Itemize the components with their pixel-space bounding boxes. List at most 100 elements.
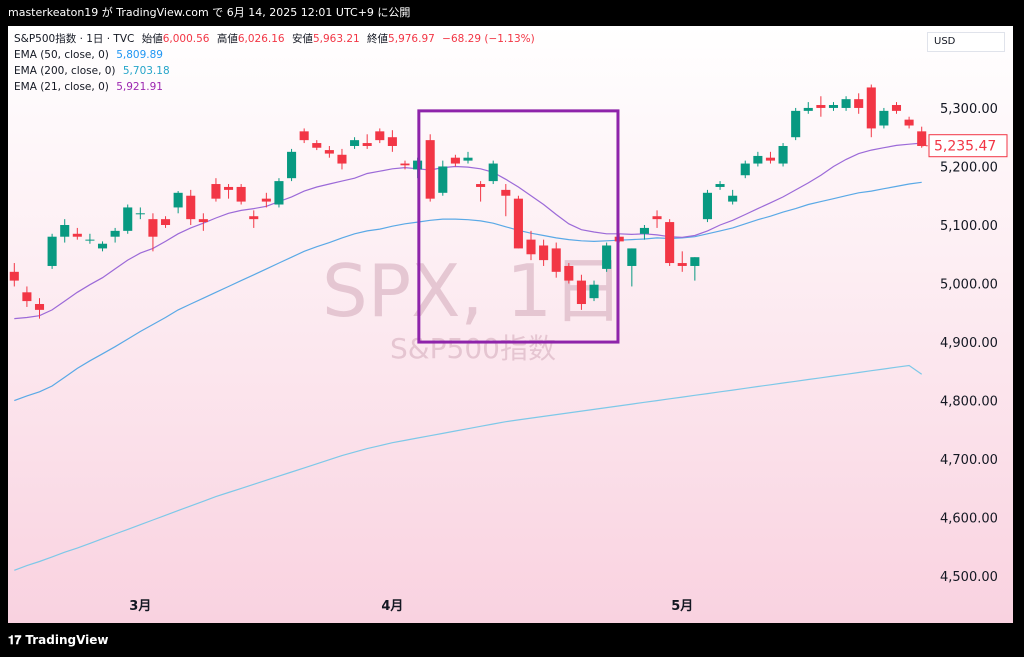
ema50-line	[14, 181, 922, 402]
candle-body	[589, 284, 599, 299]
candle-body	[488, 163, 498, 182]
ema50-label: EMA (50, close, 0)	[14, 49, 109, 61]
ema21-legend-row[interactable]: EMA (21, close, 0) 5,921.91	[14, 79, 535, 95]
candle-body	[350, 140, 360, 146]
last-price-box	[928, 134, 1008, 158]
ema21-label: EMA (21, close, 0)	[14, 81, 109, 93]
candle-body	[866, 87, 876, 129]
candle-body	[564, 265, 574, 281]
candle-body	[854, 99, 864, 108]
candle-body	[463, 157, 473, 161]
candle-body	[60, 225, 70, 237]
close-label: 終値	[367, 33, 389, 45]
candle-body	[34, 304, 45, 310]
candle-body	[715, 184, 725, 187]
candle-body	[639, 227, 649, 234]
x-tick-label: 4月	[381, 599, 403, 614]
last-price-label: 5,235.47	[934, 139, 996, 155]
watermark-subtitle: S&P500指数	[390, 332, 556, 365]
currency-selector[interactable]: USD	[927, 32, 1005, 52]
candle-body	[665, 222, 675, 264]
candle-body	[803, 107, 813, 111]
candle-body	[324, 150, 334, 154]
candle-body	[110, 230, 120, 237]
candle-body	[135, 213, 145, 215]
y-tick-label: 5,200.00	[940, 160, 998, 175]
candle-body	[753, 155, 763, 164]
candle-body	[602, 245, 612, 269]
ema50-value: 5,809.89	[116, 49, 163, 61]
chart-frame[interactable]: SPX, 1日 S&P500指数 4,500.00 4,600.00 4,700.00 4…	[8, 26, 1013, 623]
candle-body	[539, 245, 549, 261]
candle-body	[841, 99, 851, 108]
candle-body	[186, 195, 196, 220]
y-tick-label: 5,300.00	[940, 102, 998, 117]
watermark-title: SPX, 1日	[322, 249, 624, 333]
y-tick-label: 4,600.00	[940, 512, 998, 527]
candle-body	[160, 219, 171, 225]
candle-body	[891, 105, 902, 111]
candle-body	[438, 166, 448, 193]
ema50-legend-row[interactable]: EMA (50, close, 0) 5,809.89	[14, 47, 535, 63]
candle-body	[224, 186, 234, 190]
candle-body	[879, 110, 889, 126]
high-label: 高値	[216, 33, 238, 45]
candle-body	[740, 163, 750, 176]
candle-body	[249, 216, 259, 220]
price-chart[interactable]: SPX, 1日S&P500指数 4,500.00 4,600.00 4,700.00 4…	[8, 26, 1013, 623]
open-label: 始値	[141, 33, 163, 45]
footer-brand: TradingView	[25, 633, 109, 647]
candle-body	[551, 248, 561, 272]
ema200-line	[14, 364, 923, 571]
candle-body	[287, 151, 297, 179]
open-value: 6,000.56	[162, 33, 210, 45]
y-tick-label: 4,700.00	[940, 453, 998, 468]
footer-branding: 𝟏𝟕 TradingView	[8, 630, 109, 650]
candle-body	[765, 157, 776, 161]
tradingview-logo-icon: 𝟏𝟕	[8, 633, 22, 647]
candle-body	[362, 143, 372, 146]
candle-body	[211, 184, 221, 199]
candle-body	[47, 236, 57, 266]
close-value: 5,976.97	[388, 33, 435, 45]
candle-body	[476, 184, 486, 187]
candle-body	[261, 198, 271, 202]
candle-body	[513, 198, 523, 249]
candle-body	[778, 145, 788, 164]
candle-body	[299, 131, 309, 141]
candle-body	[526, 239, 536, 255]
highlight-box	[417, 109, 620, 344]
candle-body	[274, 181, 284, 205]
ema21-line	[14, 142, 922, 320]
y-tick-label: 4,900.00	[940, 336, 998, 351]
candle-body	[627, 248, 637, 266]
candle-body	[791, 110, 801, 138]
ema200-value: 5,703.18	[122, 65, 170, 77]
candle-body	[652, 216, 662, 220]
y-tick-label: 5,000.00	[940, 278, 998, 293]
ema200-legend-row[interactable]: EMA (200, close, 0) 5,703.18	[14, 63, 535, 79]
candle-body	[173, 192, 183, 208]
candle-body	[123, 207, 133, 231]
candle-body	[198, 219, 208, 223]
candle-body	[72, 233, 82, 237]
ohlc-legend-row: S&P500指数 · 1日 · TVC 始値6,000.56 高値6,026.1…	[14, 31, 535, 47]
chart-legend: S&P500指数 · 1日 · TVC 始値6,000.56 高値6,026.1…	[14, 31, 535, 95]
high-value: 6,026.16	[237, 33, 285, 45]
ema21-value: 5,921.91	[116, 81, 163, 93]
publish-caption: masterkeaton19 が TradingView.com で 6月 14…	[8, 6, 411, 19]
candle-body	[22, 292, 32, 302]
candle-body	[337, 154, 347, 164]
candle-body	[400, 163, 410, 166]
symbol-label[interactable]: S&P500指数 · 1日 · TVC	[14, 33, 135, 45]
change-value: −68.29 (−1.13%)	[442, 33, 535, 45]
ema200-label: EMA (200, close, 0)	[14, 65, 116, 77]
y-tick-label: 4,800.00	[940, 395, 998, 410]
candle-body	[728, 195, 738, 202]
candle-body	[312, 143, 322, 148]
candle-body	[148, 219, 158, 237]
candle-body	[85, 239, 95, 241]
candle-body	[501, 189, 511, 196]
low-label: 安値	[291, 33, 313, 45]
x-tick-label: 5月	[671, 599, 693, 614]
